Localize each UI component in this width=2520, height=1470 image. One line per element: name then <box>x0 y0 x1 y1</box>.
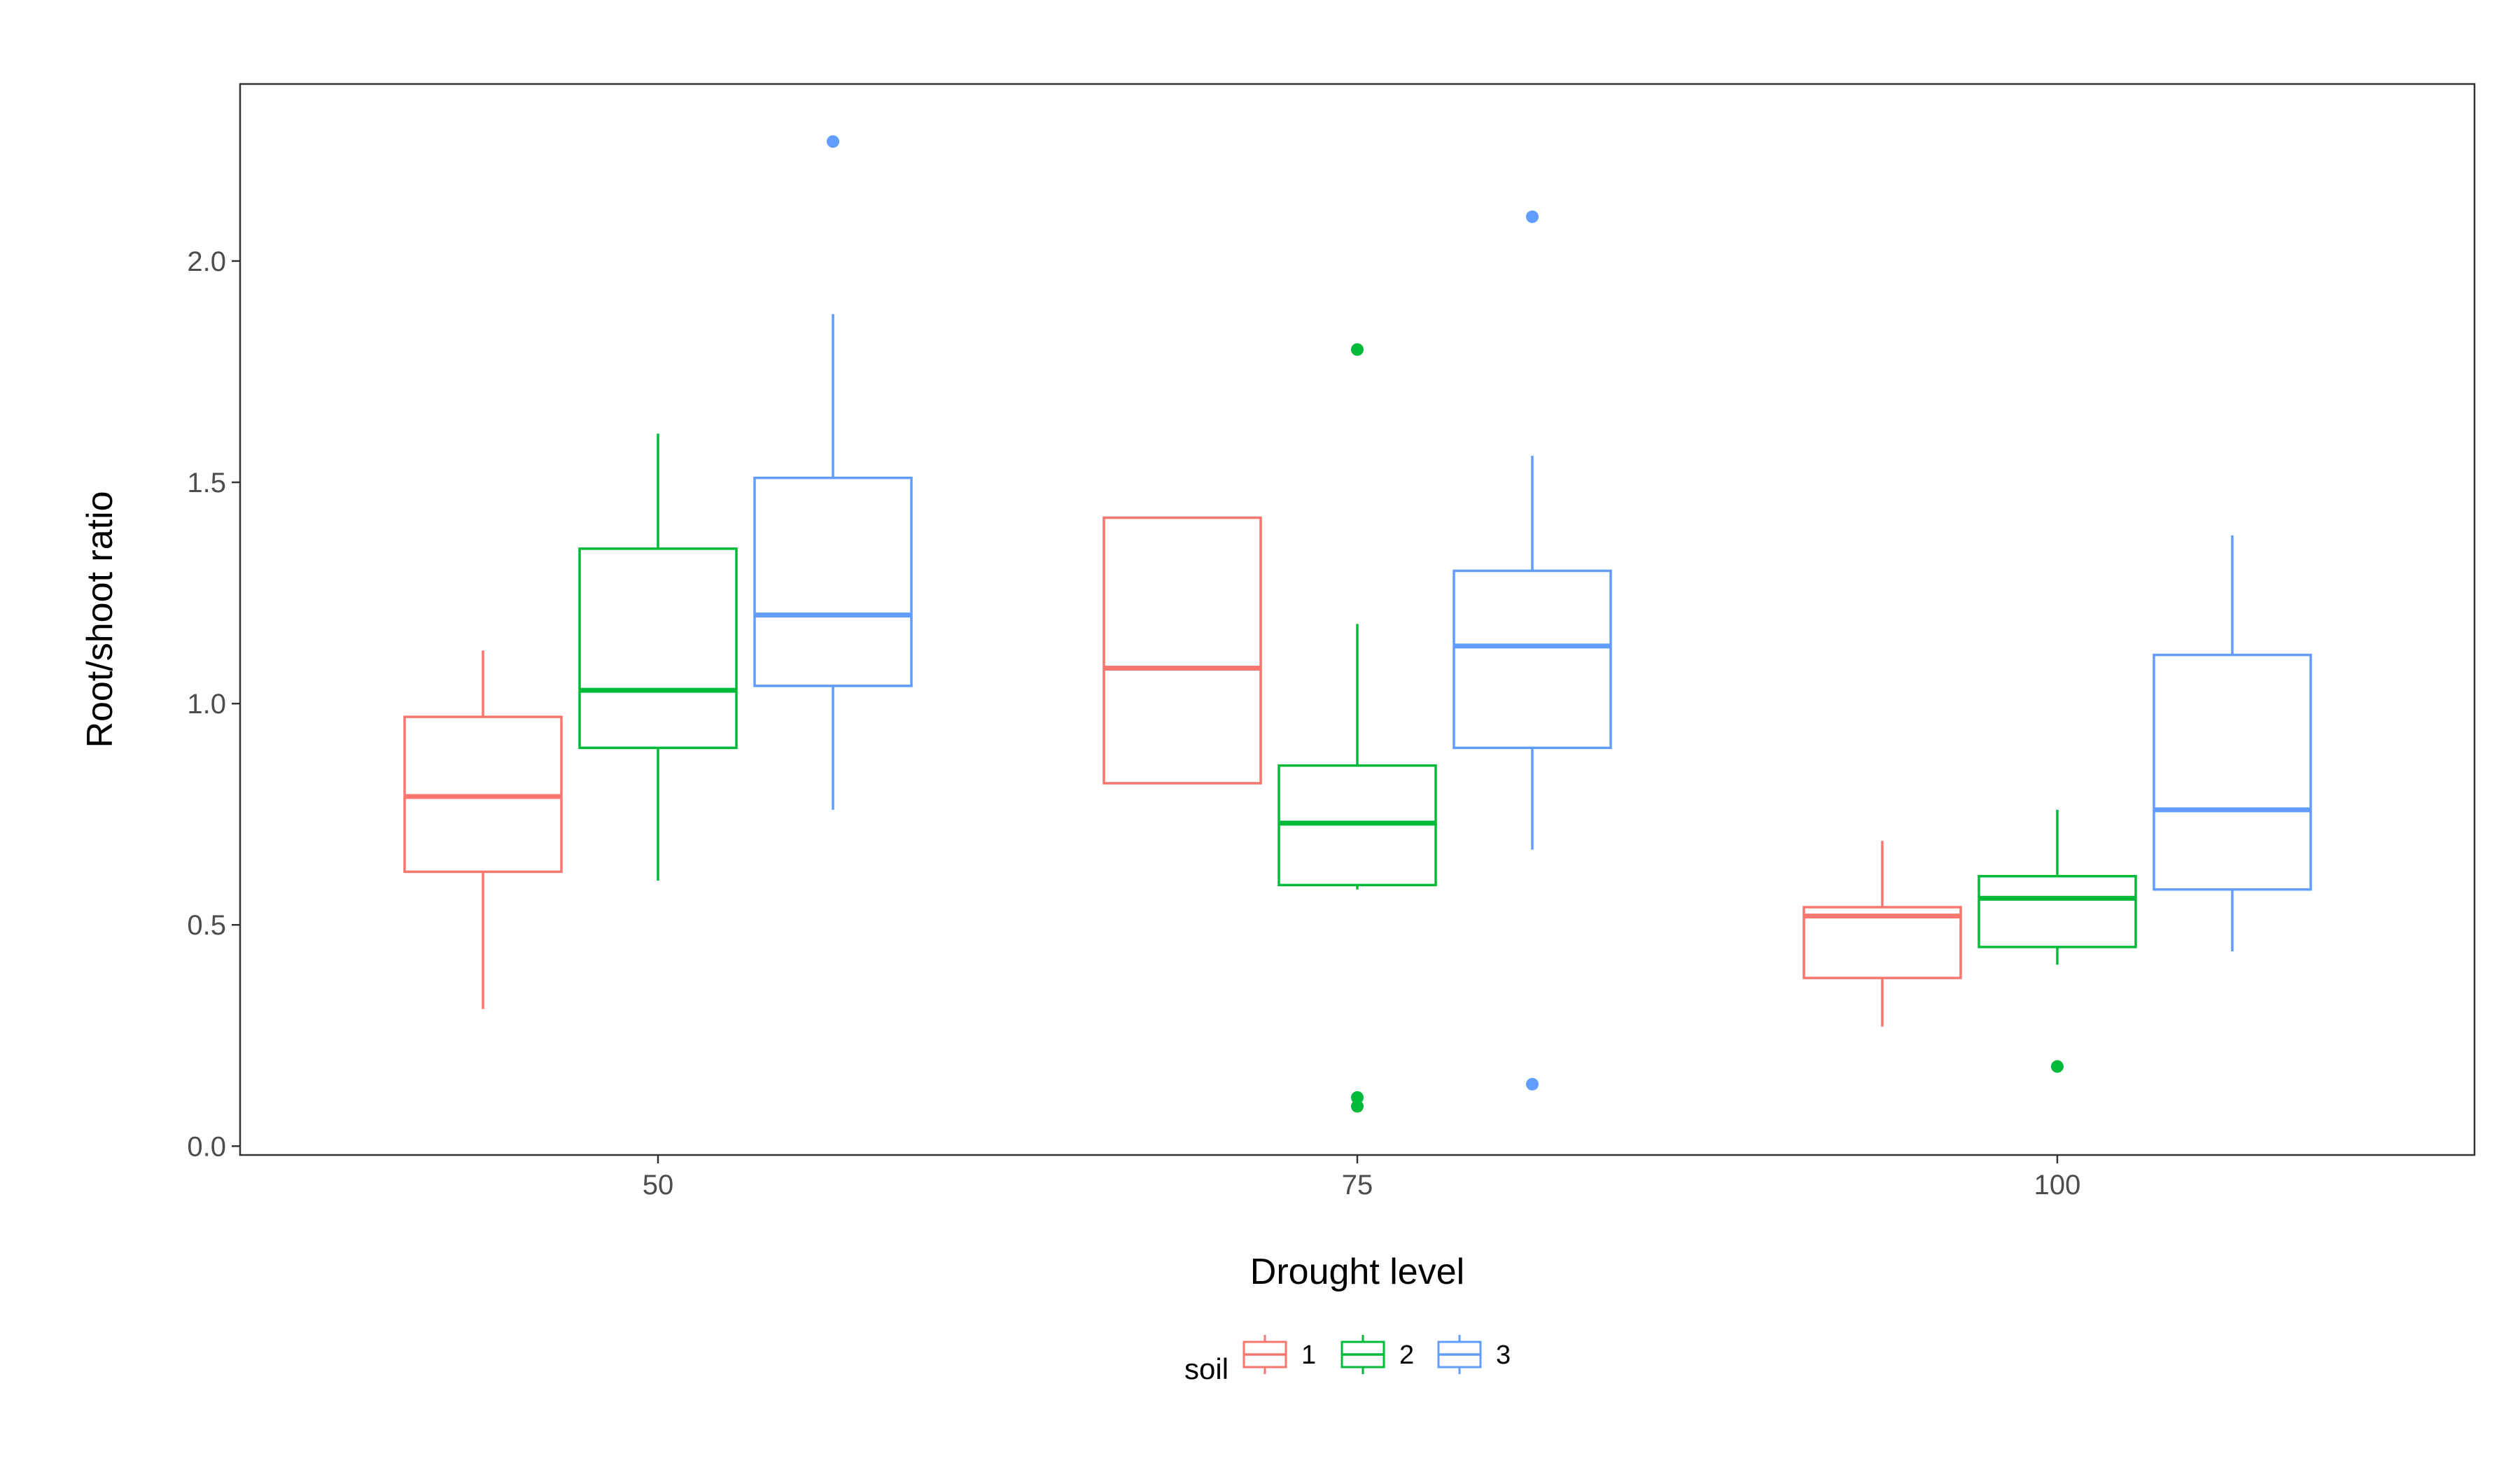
y-axis: 0.0 0.5 1.0 1.5 2.0 <box>187 246 240 1162</box>
box-iqr <box>578 547 738 750</box>
y-tick-label-2.0: 2.0 <box>187 246 226 277</box>
legend: soil 1 2 3 <box>1184 1335 1511 1385</box>
box-iqr <box>1802 906 1962 979</box>
box-soil-1-drought-100 <box>1802 841 1962 1027</box>
outlier-point-2 <box>1526 1077 1539 1091</box>
outlier-point-1 <box>1351 343 1364 356</box>
legend-title: soil <box>1184 1352 1228 1385</box>
box-soil-1-drought-75 <box>1102 516 1262 785</box>
y-tick-label-1.5: 1.5 <box>187 468 226 498</box>
x-tick-label-75: 75 <box>1342 1170 1373 1200</box>
box-soil-3-drought-50 <box>753 135 913 810</box>
box-soil-2-drought-75 <box>1278 343 1437 1113</box>
box-soil-1-drought-50 <box>403 650 563 1009</box>
legend-label-soil-3: 3 <box>1496 1340 1511 1370</box>
box-iqr <box>1102 516 1262 785</box>
legend-label-soil-1: 1 <box>1301 1340 1316 1370</box>
legend-label-soil-2: 2 <box>1399 1340 1414 1370</box>
legend-key-soil-2: 2 <box>1340 1335 1414 1374</box>
box-iqr <box>2152 653 2312 891</box>
box-soil-3-drought-100 <box>2152 535 2312 952</box>
outlier-point-1 <box>827 135 839 148</box>
y-tick-label-0.0: 0.0 <box>187 1131 226 1162</box>
box-iqr <box>1977 874 2137 948</box>
legend-key-soil-1: 1 <box>1242 1335 1316 1374</box>
outlier-point-3 <box>1351 1100 1364 1113</box>
x-axis: 50 75 100 <box>643 1155 2081 1200</box>
box-iqr <box>1452 569 1612 750</box>
y-tick-label-0.5: 0.5 <box>187 910 226 941</box>
legend-key-soil-3: 3 <box>1437 1335 1511 1374</box>
x-tick-label-100: 100 <box>2034 1170 2081 1200</box>
plot-marks <box>403 135 2312 1113</box>
box-soil-2-drought-50 <box>578 433 738 881</box>
outlier-point-1 <box>2051 1060 2064 1073</box>
y-tick-label-1.0: 1.0 <box>187 689 226 720</box>
x-tick-label-50: 50 <box>643 1170 674 1200</box>
outlier-point-1 <box>1526 210 1539 223</box>
y-axis-title: Root/shoot ratio <box>80 491 120 748</box>
box-soil-3-drought-75 <box>1452 210 1612 1091</box>
box-iqr <box>753 476 913 687</box>
box-soil-2-drought-100 <box>1977 809 2137 1073</box>
outlier-point-2 <box>1351 1091 1364 1104</box>
x-axis-title: Drought level <box>1250 1252 1464 1292</box>
